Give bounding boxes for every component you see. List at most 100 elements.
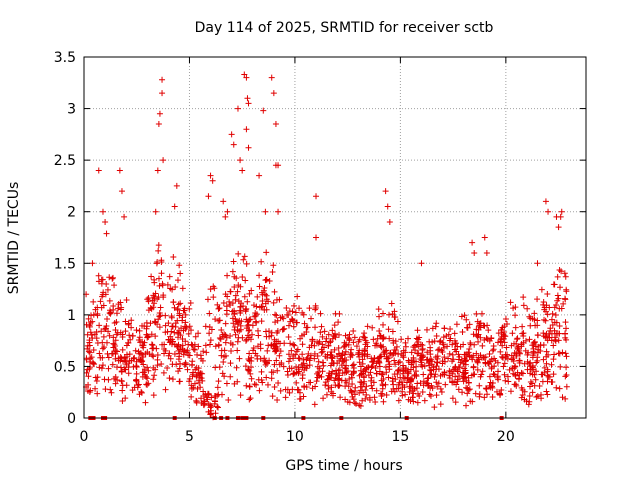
data-point xyxy=(491,355,498,362)
data-point xyxy=(151,276,158,283)
data-point xyxy=(414,327,421,334)
data-point xyxy=(561,295,568,302)
data-point xyxy=(112,380,119,387)
data-point xyxy=(350,361,357,368)
data-point xyxy=(544,378,551,385)
data-point xyxy=(145,333,152,340)
data-point xyxy=(373,360,380,367)
data-point xyxy=(463,402,470,409)
data-point xyxy=(215,391,222,398)
data-point xyxy=(361,378,368,385)
data-point xyxy=(449,379,456,386)
data-point xyxy=(152,290,159,297)
data-point xyxy=(479,368,486,375)
data-point xyxy=(425,375,432,382)
data-point xyxy=(400,354,407,361)
data-point xyxy=(329,392,336,399)
data-point xyxy=(555,295,562,302)
data-point xyxy=(363,391,370,398)
data-point xyxy=(237,157,244,164)
data-point xyxy=(90,311,97,318)
data-point xyxy=(391,347,398,354)
data-point xyxy=(299,341,306,348)
data-point xyxy=(454,376,461,383)
data-point xyxy=(154,356,161,363)
data-point xyxy=(351,399,358,406)
data-point xyxy=(223,380,230,387)
data-point xyxy=(388,388,395,395)
data-point xyxy=(386,311,393,318)
data-point xyxy=(297,389,304,396)
data-point xyxy=(152,208,159,215)
data-point xyxy=(519,330,526,337)
data-point xyxy=(248,364,255,371)
data-point xyxy=(368,364,375,371)
data-point xyxy=(177,270,184,277)
data-point xyxy=(108,389,115,396)
data-point xyxy=(549,322,556,329)
data-point xyxy=(338,362,345,369)
data-point xyxy=(491,371,498,378)
data-point xyxy=(177,360,184,367)
data-point xyxy=(100,333,107,340)
data-point xyxy=(333,370,340,377)
data-point xyxy=(521,360,528,367)
data-point xyxy=(295,370,302,377)
data-point xyxy=(554,273,561,280)
data-point xyxy=(144,381,151,388)
data-point xyxy=(374,335,381,342)
data-point xyxy=(378,344,385,351)
data-point xyxy=(170,299,177,306)
data-point xyxy=(350,339,357,346)
data-point xyxy=(563,288,570,295)
data-point xyxy=(259,298,266,305)
data-point xyxy=(498,326,505,333)
data-point xyxy=(96,350,103,357)
data-point xyxy=(406,388,413,395)
data-point xyxy=(501,328,508,335)
data-point xyxy=(363,339,370,346)
data-point xyxy=(375,306,382,313)
data-point xyxy=(206,330,213,337)
data-point xyxy=(151,318,158,325)
data-point xyxy=(236,328,243,335)
data-point xyxy=(397,374,404,381)
data-point xyxy=(427,344,434,351)
data-point xyxy=(191,346,198,353)
data-point xyxy=(154,362,161,369)
data-point xyxy=(325,331,332,338)
data-point xyxy=(545,208,552,215)
data-point xyxy=(125,320,132,327)
data-point xyxy=(286,389,293,396)
data-point xyxy=(126,351,133,358)
data-point xyxy=(435,366,442,373)
data-point xyxy=(271,288,278,295)
data-point xyxy=(557,363,564,370)
data-point xyxy=(243,74,250,81)
data-point xyxy=(345,341,352,348)
data-point xyxy=(431,373,438,380)
data-point xyxy=(455,356,462,363)
data-point xyxy=(280,326,287,333)
data-point xyxy=(171,304,178,311)
data-point xyxy=(245,327,252,334)
data-point xyxy=(112,373,119,380)
data-point xyxy=(293,379,300,386)
data-point xyxy=(273,329,280,336)
data-point xyxy=(215,404,222,411)
data-point xyxy=(542,198,549,205)
data-point xyxy=(262,361,269,368)
data-point xyxy=(99,362,106,369)
data-point xyxy=(212,410,219,417)
data-point xyxy=(359,397,366,404)
data-point xyxy=(122,328,129,335)
data-point xyxy=(368,355,375,362)
data-point xyxy=(150,376,157,383)
data-point xyxy=(297,395,304,402)
data-point xyxy=(551,351,558,358)
data-point xyxy=(181,361,188,368)
data-point xyxy=(119,398,126,405)
data-point xyxy=(553,301,560,308)
data-point xyxy=(133,376,140,383)
